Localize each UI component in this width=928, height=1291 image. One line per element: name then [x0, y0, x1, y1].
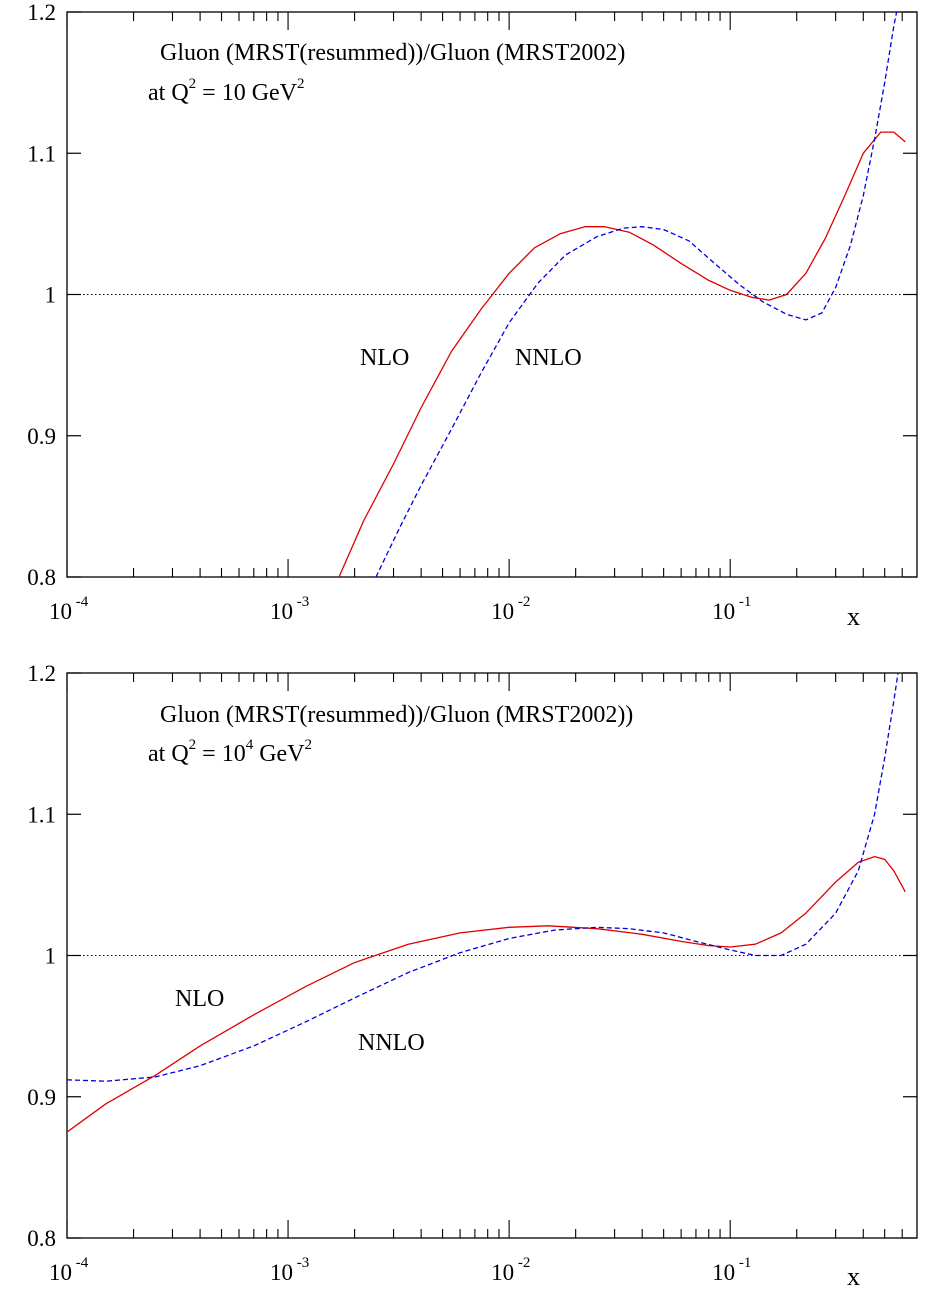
bottom-chart-panel: 0.8 0.9 1 1.1 1.2 10 -4 10 -3 10 -2 10 -1 Gluon …: [27, 661, 918, 1291]
bottom-chart-y-tick-label: 1.2: [27, 661, 56, 686]
top-chart-axes: 0.8 0.9 1 1.1 1.2 10 -4 10 -3 10 -2 10 -1: [27, 0, 918, 624]
bottom-chart-x-axis-label: x: [847, 1262, 860, 1291]
bottom-chart-title-line1: Gluon (MRST(resummed))/Gluon (MRST2002)): [160, 702, 633, 728]
bottom-chart-nnlo-label: NNLO: [358, 1030, 425, 1056]
bottom-chart-x-tick-label: 10 -4: [49, 1255, 89, 1285]
bottom-chart-y-tick-label: 1.1: [27, 802, 56, 827]
bottom-chart-x-tick-label: 10 -1: [712, 1255, 751, 1285]
top-chart-nlo-line: [338, 131, 906, 577]
top-chart-panel: 0.8 0.9 1 1.1 1.2 10 -4 10 -3 10 -2 10 -1 Gluon …: [27, 0, 918, 631]
top-chart-y-tick-label: 1.1: [27, 141, 56, 166]
top-chart-x-tick-label: 10 -3: [270, 594, 309, 624]
top-chart-nlo-label: NLO: [360, 345, 409, 371]
bottom-chart-y-tick-label: 1: [45, 944, 57, 969]
bottom-chart-x-tick-label: 10 -3: [270, 1255, 309, 1285]
bottom-chart-y-tick-label: 0.9: [27, 1085, 56, 1110]
bottom-chart-title-line2: at Q2 = 104 GeV2: [148, 737, 312, 767]
top-chart-title-line1: Gluon (MRST(resummed))/Gluon (MRST2002): [160, 40, 625, 66]
bottom-chart-y-tick-label: 0.8: [27, 1226, 56, 1251]
top-chart-x-axis-label: x: [847, 602, 860, 631]
bottom-chart-axes: 0.8 0.9 1 1.1 1.2 10 -4 10 -3 10 -2 10 -1: [27, 661, 918, 1285]
bottom-chart-series: [67, 673, 906, 1133]
top-chart-y-tick-label: 0.8: [27, 565, 56, 590]
top-chart-series: [338, 12, 906, 577]
top-chart-x-tick-label: 10 -2: [491, 594, 530, 624]
top-chart-nnlo-label: NNLO: [515, 345, 582, 371]
bottom-chart-nlo-label: NLO: [175, 986, 224, 1012]
bottom-chart-x-tick-label: 10 -2: [491, 1255, 530, 1285]
top-chart-x-tick-label: 10 -4: [49, 594, 89, 624]
top-chart-x-tick-label: 10 -1: [712, 594, 751, 624]
top-chart-nnlo-line: [375, 12, 898, 577]
top-chart-title-line2: at Q2 = 10 GeV2: [148, 76, 305, 106]
bottom-chart-nlo-line: [67, 855, 906, 1133]
top-chart-y-tick-label: 1: [45, 283, 57, 308]
top-chart-y-tick-label: 1.2: [27, 0, 56, 25]
top-chart-y-tick-label: 0.9: [27, 424, 56, 449]
